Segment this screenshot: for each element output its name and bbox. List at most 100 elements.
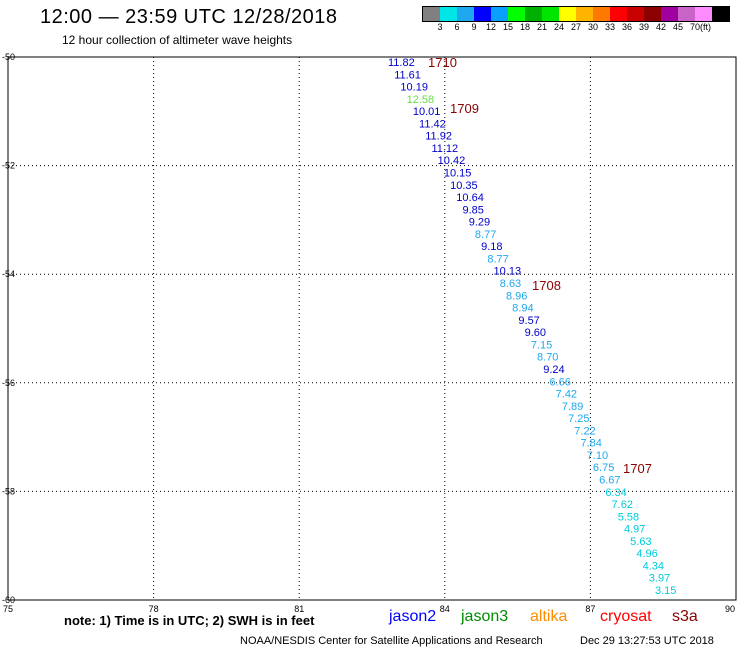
wave-height-label: 9.24 (543, 364, 564, 376)
wave-height-label: 12.58 (407, 94, 435, 106)
wave-height-label: 4.34 (643, 560, 664, 572)
wave-height-label: 10.64 (456, 192, 484, 204)
wave-height-label: 6.34 (605, 487, 626, 499)
wave-height-label: 10.42 (438, 155, 466, 167)
color-swatch (576, 7, 593, 21)
color-scale-label: 15 (502, 22, 514, 32)
wave-height-label: 11.82 (388, 57, 415, 69)
color-swatch (440, 7, 457, 21)
page-subtitle: 12 hour collection of altimeter wave hei… (62, 33, 293, 47)
color-scale-label: 6 (454, 22, 460, 32)
wave-height-label: 8.96 (506, 290, 527, 302)
color-scale-label: 24 (553, 22, 565, 32)
map-frame (7, 56, 737, 601)
wave-height-label: 11.61 (394, 69, 421, 81)
color-scale-label: 18 (519, 22, 531, 32)
wave-height-label: 5.58 (618, 511, 639, 523)
color-swatch (423, 7, 440, 21)
color-scale-unit: (ft) (700, 22, 711, 32)
wave-height-label: 6.66 (549, 376, 570, 388)
wave-height-label: 7.89 (562, 401, 583, 413)
wave-height-label: 10.35 (450, 180, 478, 192)
time-label: 1709 (450, 101, 479, 116)
wave-height-label: 8.70 (537, 352, 558, 364)
y-tick-label: -54 (2, 269, 15, 279)
x-tick-label: 81 (294, 604, 304, 614)
color-swatch (644, 7, 661, 21)
wave-height-label: 10.19 (400, 82, 428, 94)
wave-height-label: 10.13 (494, 266, 522, 278)
color-swatch (508, 7, 525, 21)
footer-credit: NOAA/NESDIS Center for Satellite Applica… (240, 635, 543, 647)
wave-height-label: 9.85 (463, 204, 484, 216)
wave-height-label: 7.84 (580, 438, 601, 450)
x-tick-label: 84 (440, 604, 450, 614)
wave-height-label: 9.57 (518, 315, 539, 327)
footer-timestamp: Dec 29 13:27:53 UTC 2018 (580, 635, 714, 647)
color-swatch (627, 7, 644, 21)
satellite-legend-cryosat: cryosat (600, 608, 652, 625)
x-tick-label: 75 (3, 604, 13, 614)
x-tick-label: 90 (725, 604, 735, 614)
satellite-legend-jason3: jason3 (461, 608, 509, 625)
color-swatch (457, 7, 474, 21)
wave-height-label: 7.22 (574, 425, 595, 437)
color-scale-label: 12 (485, 22, 497, 32)
wave-height-label: 8.63 (500, 278, 521, 290)
color-scale-label: 21 (536, 22, 548, 32)
wave-height-label: 3.97 (649, 573, 670, 585)
wave-height-label: 9.29 (469, 217, 490, 229)
time-label: 1708 (532, 278, 561, 293)
color-swatch (678, 7, 695, 21)
satellite-legend-altika: altika (530, 608, 568, 625)
wave-height-label: 8.94 (512, 303, 533, 315)
y-tick-label: -52 (2, 161, 15, 171)
legend-note: note: 1) Time is in UTC; 2) SWH is in fe… (64, 613, 315, 628)
color-scale-labels: 3 6 9 12 15 18 21 24 27 30 33 36 39 42 45 70 (422, 22, 740, 36)
wave-height-label: 9.18 (481, 241, 502, 253)
color-swatch (542, 7, 559, 21)
color-swatch (712, 7, 729, 21)
wave-height-label: 9.60 (525, 327, 546, 339)
wave-height-label: 7.15 (531, 339, 552, 351)
color-swatch (661, 7, 678, 21)
color-scale-label: 33 (604, 22, 616, 32)
color-scale-label: 39 (638, 22, 650, 32)
color-scale-label: 30 (587, 22, 599, 32)
wave-height-label: 6.75 (593, 462, 614, 474)
color-scale-label: 27 (570, 22, 582, 32)
color-swatch (593, 7, 610, 21)
satellite-legend-s3a: s3a (672, 608, 698, 625)
wave-height-label: 7.42 (556, 389, 577, 401)
wave-height-label: 4.96 (636, 548, 657, 560)
y-tick-label: -56 (2, 378, 15, 388)
time-label: 1707 (623, 461, 652, 476)
x-tick-label: 78 (149, 604, 159, 614)
color-scale-label: 3 (437, 22, 443, 32)
color-swatch (695, 7, 712, 21)
color-swatch (559, 7, 576, 21)
color-swatch (525, 7, 542, 21)
wave-height-label: 11.92 (425, 131, 452, 143)
satellite-legend-jason2: jason2 (389, 608, 437, 625)
wave-height-label: 10.01 (413, 106, 441, 118)
y-tick-label: -58 (2, 486, 15, 496)
wave-height-label: 11.42 (419, 118, 446, 130)
wave-height-label: 3.15 (655, 585, 676, 597)
wave-height-label: 6.67 (599, 474, 620, 486)
color-scale-label: 70 (689, 22, 701, 32)
wave-height-label: 4.97 (624, 524, 645, 536)
wave-height-label: 11.12 (431, 143, 458, 155)
color-swatch (491, 7, 508, 21)
color-swatch (474, 7, 491, 21)
wave-height-label: 7.62 (612, 499, 633, 511)
color-scale-label: 45 (672, 22, 684, 32)
wave-height-label: 8.77 (487, 253, 508, 265)
wave-height-label: 5.63 (630, 536, 651, 548)
x-tick-label: 87 (585, 604, 595, 614)
wave-height-label: 10.15 (444, 168, 472, 180)
time-label: 1710 (428, 55, 457, 70)
wave-height-label: 7.25 (568, 413, 589, 425)
color-scale-label: 36 (621, 22, 633, 32)
